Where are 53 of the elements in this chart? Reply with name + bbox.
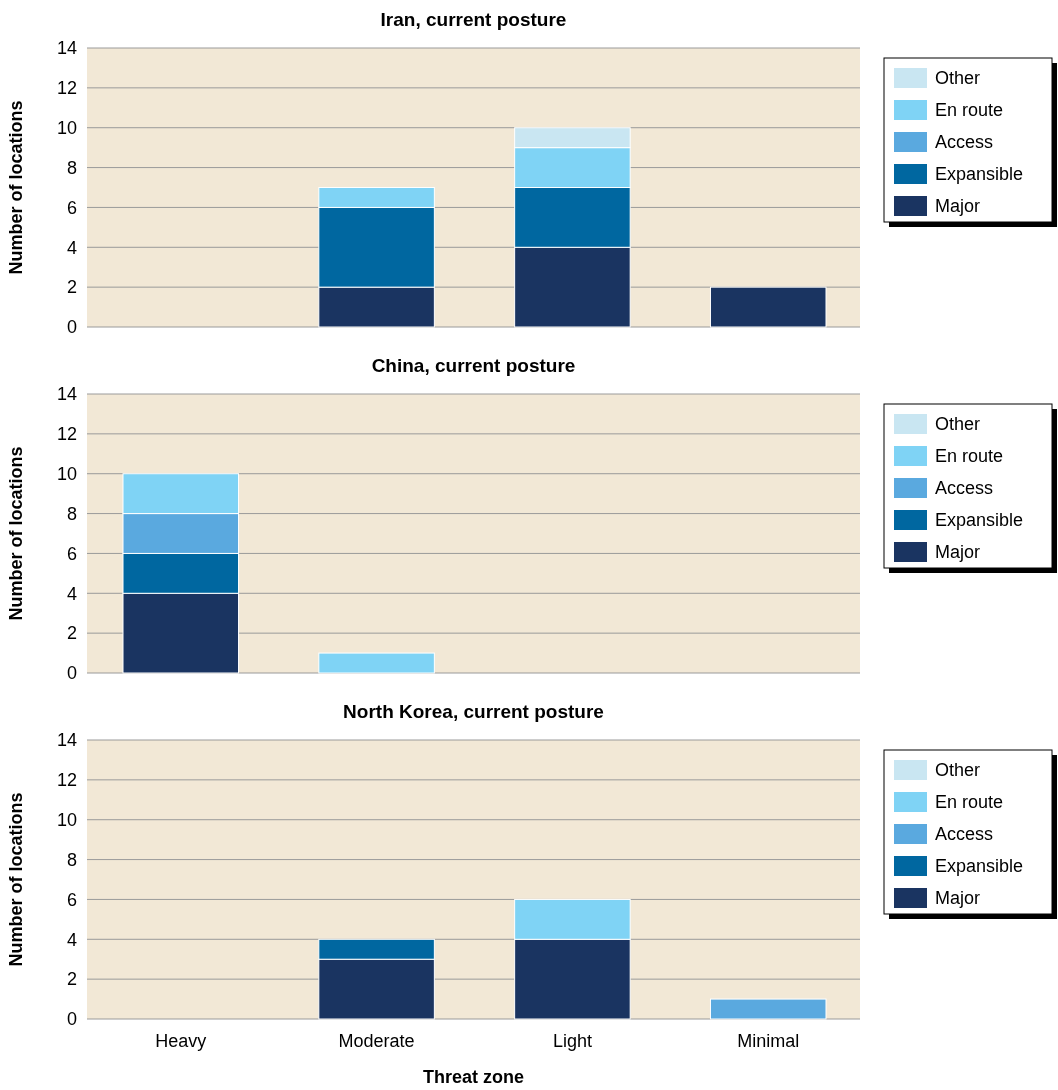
y-tick-label: 4 <box>66 237 77 258</box>
y-tick-label: 4 <box>66 929 77 950</box>
y-tick-label: 0 <box>66 1009 77 1030</box>
y-tick-label: 6 <box>66 197 77 218</box>
y-tick-label: 8 <box>66 849 77 870</box>
x-tick-label: Heavy <box>155 1031 207 1051</box>
y-axis-title: Number of locations <box>6 100 26 275</box>
y-tick-label: 10 <box>56 118 77 139</box>
legend-label: Access <box>935 132 994 153</box>
x-axis-title: Threat zone <box>422 1067 525 1087</box>
legend-label: Other <box>935 68 981 89</box>
chart-title: China, current posture <box>371 355 576 376</box>
y-tick-label: 14 <box>56 384 77 405</box>
y-tick-label: 10 <box>56 810 77 831</box>
y-tick-label: 12 <box>56 78 77 99</box>
bar <box>318 652 435 674</box>
legend-label: Other <box>935 414 981 435</box>
legend-label: En route <box>935 792 1004 813</box>
x-tick-label: Minimal <box>737 1031 800 1051</box>
y-tick-label: 2 <box>66 277 77 298</box>
y-tick-label: 14 <box>56 730 77 751</box>
y-tick-label: 4 <box>66 583 77 604</box>
y-tick-label: 14 <box>56 38 77 59</box>
legend-label: Expansible <box>935 856 1024 877</box>
legend-label: Major <box>935 542 981 563</box>
y-tick-label: 0 <box>66 317 77 338</box>
legend-label: En route <box>935 446 1004 467</box>
x-tick-label: Moderate <box>338 1031 415 1051</box>
y-tick-label: 2 <box>66 623 77 644</box>
y-axis-title: Number of locations <box>6 792 26 967</box>
bar <box>709 286 827 328</box>
y-tick-label: 12 <box>56 770 77 791</box>
y-tick-label: 10 <box>56 464 77 485</box>
y-tick-label: 2 <box>66 969 77 990</box>
y-tick-label: 8 <box>66 157 77 178</box>
legend-label: En route <box>935 100 1004 121</box>
legend-label: Access <box>935 824 994 845</box>
legend-label: Other <box>935 760 981 781</box>
y-tick-label: 6 <box>66 543 77 564</box>
x-tick-label: Light <box>552 1031 592 1051</box>
y-tick-label: 0 <box>66 663 77 684</box>
legend-label: Major <box>935 888 981 909</box>
legend-label: Expansible <box>935 164 1024 185</box>
legend-label: Expansible <box>935 510 1024 531</box>
y-tick-label: 6 <box>66 889 77 910</box>
y-axis-title: Number of locations <box>6 446 26 621</box>
bar <box>709 998 827 1020</box>
y-tick-label: 12 <box>56 424 77 445</box>
chart-title: Iran, current posture <box>380 9 567 30</box>
chart-title: North Korea, current posture <box>343 701 604 722</box>
legend-label: Major <box>935 196 981 217</box>
y-tick-label: 8 <box>66 503 77 524</box>
legend-label: Access <box>935 478 994 499</box>
